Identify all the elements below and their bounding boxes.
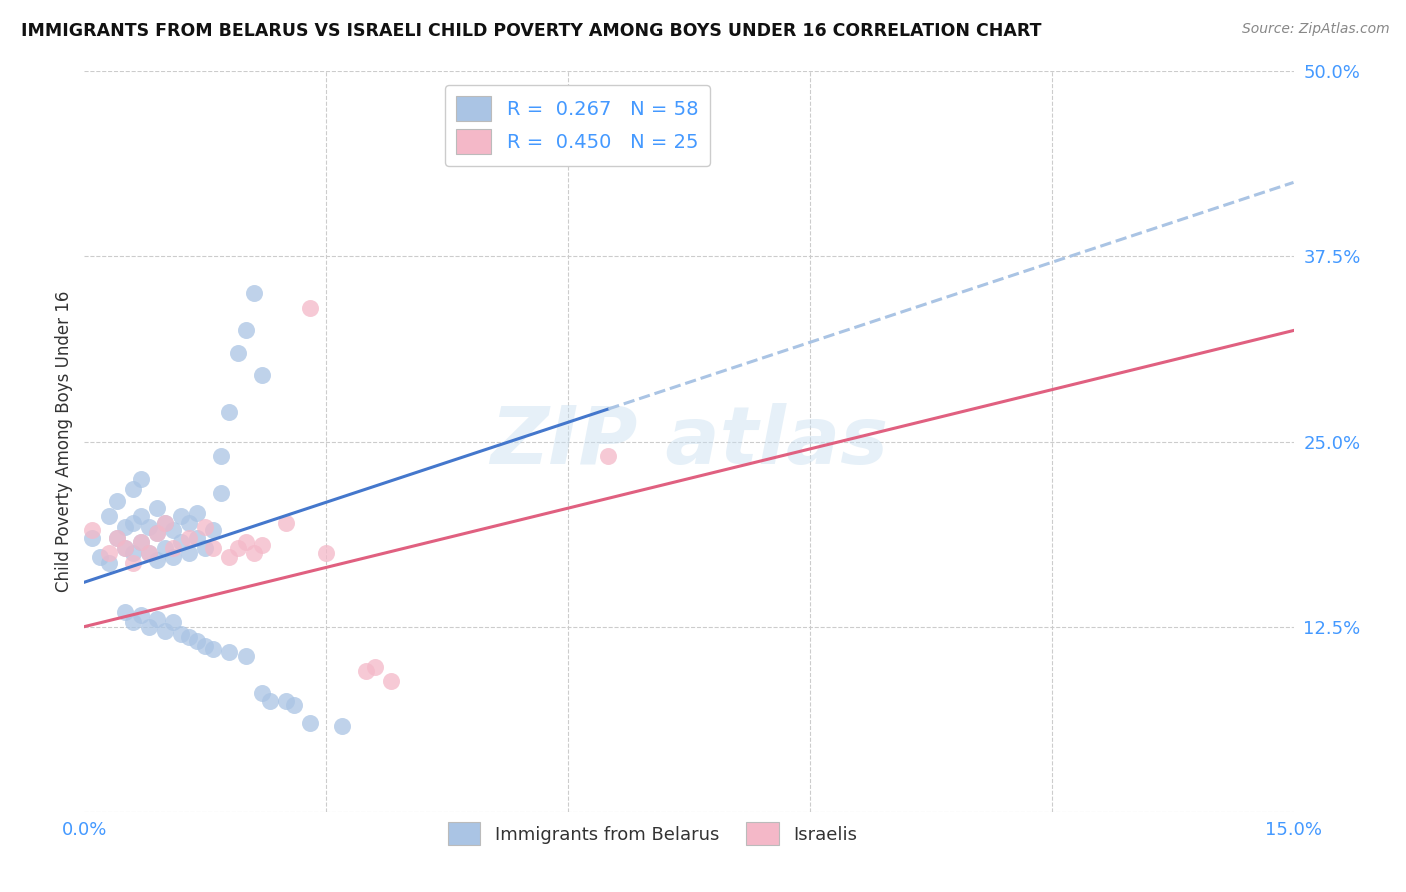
Text: Source: ZipAtlas.com: Source: ZipAtlas.com: [1241, 22, 1389, 37]
Point: [153, 516, 176, 530]
Point: [121, 615, 143, 630]
Point: [179, 630, 201, 644]
Point: [146, 612, 169, 626]
Point: [97, 556, 120, 570]
Point: [202, 641, 225, 656]
Point: [283, 698, 305, 712]
Point: [138, 520, 160, 534]
Point: [299, 715, 322, 730]
Point: [356, 664, 378, 678]
Point: [82, 531, 104, 545]
Point: [121, 556, 143, 570]
Point: [226, 345, 249, 359]
Point: [162, 524, 184, 538]
Point: [89, 549, 111, 564]
Point: [153, 541, 176, 556]
Point: [170, 508, 193, 523]
Point: [242, 546, 264, 560]
Point: [114, 541, 136, 556]
Point: [129, 535, 152, 549]
Point: [129, 471, 152, 485]
Point: [97, 546, 120, 560]
Point: [274, 516, 297, 530]
Point: [138, 546, 160, 560]
Point: [105, 493, 128, 508]
Point: [218, 549, 240, 564]
Text: IMMIGRANTS FROM BELARUS VS ISRAELI CHILD POVERTY AMONG BOYS UNDER 16 CORRELATION: IMMIGRANTS FROM BELARUS VS ISRAELI CHILD…: [21, 22, 1042, 40]
Point: [170, 535, 193, 549]
Point: [250, 368, 273, 382]
Point: [105, 531, 128, 545]
Point: [202, 541, 225, 556]
Point: [146, 526, 169, 541]
Point: [153, 624, 176, 638]
Point: [138, 546, 160, 560]
Point: [146, 501, 169, 516]
Point: [299, 301, 322, 316]
Text: ZIP atlas: ZIP atlas: [489, 402, 889, 481]
Point: [129, 607, 152, 622]
Point: [97, 508, 120, 523]
Point: [146, 526, 169, 541]
Point: [250, 686, 273, 700]
Point: [114, 541, 136, 556]
Point: [226, 541, 249, 556]
Point: [209, 486, 232, 500]
Point: [218, 645, 240, 659]
Point: [105, 531, 128, 545]
Point: [186, 531, 208, 545]
Y-axis label: Child Poverty Among Boys Under 16: Child Poverty Among Boys Under 16: [55, 291, 73, 592]
Point: [121, 482, 143, 496]
Point: [380, 674, 402, 689]
Point: [179, 531, 201, 545]
Point: [363, 659, 385, 673]
Point: [129, 508, 152, 523]
Point: [330, 719, 353, 733]
Point: [170, 627, 193, 641]
Point: [194, 639, 217, 653]
Point: [194, 541, 217, 556]
Point: [598, 450, 620, 464]
Point: [129, 535, 152, 549]
Point: [235, 535, 257, 549]
Point: [82, 524, 104, 538]
Point: [218, 405, 240, 419]
Point: [162, 541, 184, 556]
Point: [162, 615, 184, 630]
Point: [242, 286, 264, 301]
Point: [114, 605, 136, 619]
Point: [114, 520, 136, 534]
Point: [179, 546, 201, 560]
Point: [146, 553, 169, 567]
Legend: Immigrants from Belarus, Israelis: Immigrants from Belarus, Israelis: [439, 814, 866, 855]
Point: [138, 619, 160, 633]
Point: [202, 524, 225, 538]
Point: [209, 450, 232, 464]
Point: [259, 694, 281, 708]
Point: [274, 694, 297, 708]
Point: [179, 516, 201, 530]
Point: [162, 549, 184, 564]
Point: [194, 520, 217, 534]
Point: [186, 634, 208, 648]
Point: [121, 546, 143, 560]
Point: [153, 516, 176, 530]
Point: [235, 649, 257, 664]
Point: [315, 546, 337, 560]
Point: [121, 516, 143, 530]
Point: [250, 538, 273, 552]
Point: [186, 506, 208, 520]
Point: [235, 324, 257, 338]
